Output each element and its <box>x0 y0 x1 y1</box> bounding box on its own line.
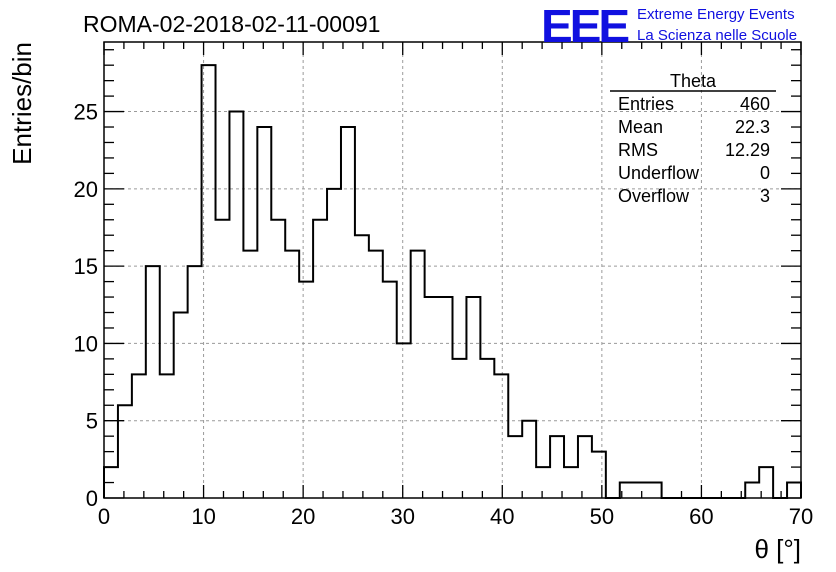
y-tick-label: 0 <box>86 486 98 511</box>
stats-value: 0 <box>760 163 770 183</box>
stats-value: 12.29 <box>725 140 770 160</box>
stats-label: Entries <box>618 94 674 114</box>
stats-label: Overflow <box>618 186 690 206</box>
stats-label: Underflow <box>618 163 700 183</box>
y-tick-label: 15 <box>74 254 98 279</box>
plot-frame <box>103 41 802 499</box>
x-tick-label: 40 <box>490 504 514 529</box>
eee-logo-mark: EEE <box>541 0 628 52</box>
axis-ticks <box>103 42 802 499</box>
y-tick-label: 25 <box>74 100 98 125</box>
x-tick-label: 70 <box>789 504 813 529</box>
x-axis-label: θ [°] <box>754 534 801 564</box>
stats-title: Theta <box>670 71 717 91</box>
x-tick-label: 20 <box>291 504 315 529</box>
y-tick-label: 20 <box>74 177 98 202</box>
histogram-outline <box>103 64 802 499</box>
y-tick-label: 5 <box>86 409 98 434</box>
y-axis-label: Entries/bin <box>7 42 37 165</box>
eee-logo: EEE Extreme Energy Events La Scienza nel… <box>541 0 797 52</box>
grid-lines <box>104 42 801 498</box>
x-tick-label: 30 <box>390 504 414 529</box>
stats-value: 3 <box>760 186 770 206</box>
stats-value: 460 <box>740 94 770 114</box>
stats-label: Mean <box>618 117 663 137</box>
x-tick-label: 60 <box>689 504 713 529</box>
stats-box: Theta Entries 460 Mean 22.3 RMS 12.29 Underflo… <box>610 71 776 206</box>
eee-logo-line2: La Scienza nelle Scuole <box>637 27 797 44</box>
stats-label: RMS <box>618 140 658 160</box>
x-tick-label: 10 <box>191 504 215 529</box>
x-tick-label: 50 <box>590 504 614 529</box>
x-tick-label: 0 <box>98 504 110 529</box>
eee-logo-line1: Extreme Energy Events <box>637 6 795 23</box>
run-title: ROMA-02-2018-02-11-00091 <box>83 11 380 37</box>
stats-value: 22.3 <box>735 117 770 137</box>
y-tick-label: 10 <box>74 331 98 356</box>
